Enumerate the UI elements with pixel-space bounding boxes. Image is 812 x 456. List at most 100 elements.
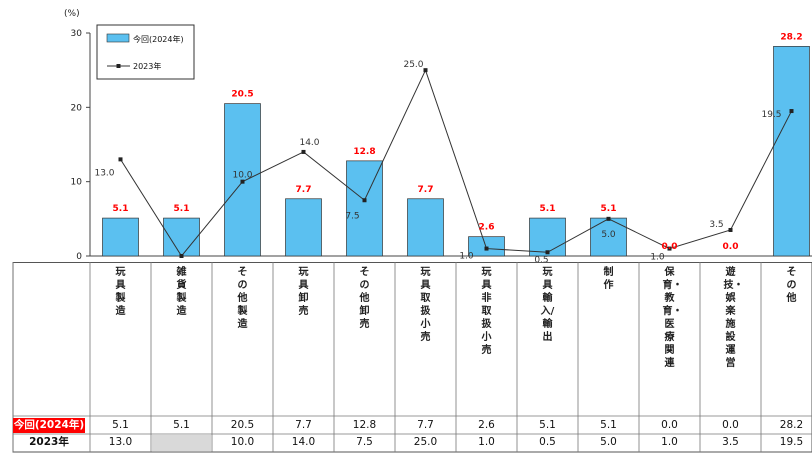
line-labels: 13.0 10.0 14.0 7.5 25.0 1.0 0.5 5.0 1.0 3.5 19.5 bbox=[94, 60, 781, 262]
category-label: 玩具輸入/輸出 bbox=[540, 267, 555, 343]
table-cell: 0.0 bbox=[722, 419, 739, 431]
y-tick-label: 30 bbox=[71, 29, 83, 39]
y-ticks: 0 10 20 30 bbox=[71, 29, 90, 262]
table-cell: 5.1 bbox=[173, 419, 190, 431]
category-label: 遊技・娯楽施設運営 bbox=[723, 267, 744, 369]
table-cell: 2.6 bbox=[478, 419, 495, 431]
line-point bbox=[240, 179, 245, 184]
legend: 今回(2024年) 2023年 bbox=[96, 24, 195, 80]
table-cell: 19.5 bbox=[779, 436, 804, 448]
table-cell: 28.2 bbox=[779, 419, 804, 431]
table-cell: 1.0 bbox=[661, 436, 678, 448]
line-point bbox=[789, 109, 794, 114]
bar-value-label: 20.5 bbox=[231, 90, 253, 100]
legend-line-label: 2023年 bbox=[133, 61, 161, 71]
line-value-label: 5.0 bbox=[601, 230, 616, 240]
bar-value-label: 2.6 bbox=[479, 223, 495, 233]
bar-value-label: 28.2 bbox=[780, 32, 802, 42]
table-cell: 12.8 bbox=[352, 419, 377, 431]
category-label: 玩具卸売 bbox=[298, 267, 309, 317]
y-tick-label: 20 bbox=[71, 103, 83, 113]
table-cell: 14.0 bbox=[291, 436, 316, 448]
bar bbox=[285, 198, 322, 257]
line-value-label: 1.0 bbox=[459, 252, 474, 262]
line-point bbox=[362, 198, 367, 203]
category-label: その他 bbox=[786, 267, 797, 304]
table-cell: 10.0 bbox=[230, 436, 255, 448]
table-cell: 0.0 bbox=[661, 419, 678, 431]
line-point bbox=[179, 254, 184, 258]
row-label-2023: 2023年 bbox=[29, 436, 69, 448]
bar bbox=[346, 160, 383, 257]
bar-value-label: 12.8 bbox=[353, 147, 375, 157]
line-point bbox=[667, 246, 672, 251]
y-tick-label: 10 bbox=[71, 178, 83, 188]
table-cell: 3.5 bbox=[722, 436, 739, 448]
table-cell: 5.1 bbox=[112, 419, 129, 431]
line-point bbox=[545, 250, 550, 255]
line-value-label: 1.0 bbox=[650, 253, 665, 262]
line-value-label: 0.5 bbox=[534, 255, 548, 262]
line-value-label: 25.0 bbox=[403, 60, 423, 70]
table-cell: 0.5 bbox=[539, 436, 556, 448]
line-value-label: 7.5 bbox=[345, 211, 359, 221]
y-tick-label: 0 bbox=[76, 252, 82, 262]
bar-labels: 5.1 5.1 20.5 7.7 12.8 7.7 2.6 5.1 5.1 0.0 0.0 28.2 bbox=[113, 32, 803, 252]
table-cell: 5.0 bbox=[600, 436, 617, 448]
category-label: 玩具取扱小売 bbox=[420, 267, 431, 343]
line-value-label: 13.0 bbox=[94, 168, 114, 178]
category-label: その他製造 bbox=[237, 267, 248, 330]
empty-cell-shade bbox=[152, 435, 211, 451]
line-point bbox=[606, 216, 611, 221]
table-cell: 25.0 bbox=[413, 436, 438, 448]
category-label: 玩具製造 bbox=[115, 267, 126, 317]
category-label: その他卸売 bbox=[359, 267, 370, 330]
line-point bbox=[301, 149, 306, 154]
line-value-label: 3.5 bbox=[709, 220, 723, 230]
bar-value-label: 0.0 bbox=[662, 242, 678, 252]
table-cell: 20.5 bbox=[230, 419, 255, 431]
legend-line-marker bbox=[116, 64, 121, 68]
table-cell: 13.0 bbox=[108, 436, 133, 448]
line-point bbox=[484, 246, 489, 251]
table-cell: 5.1 bbox=[539, 419, 556, 431]
bar bbox=[163, 217, 200, 257]
bar-value-label: 7.7 bbox=[418, 185, 434, 195]
table-cell: 7.5 bbox=[356, 436, 373, 448]
bar bbox=[468, 236, 505, 257]
bars bbox=[102, 46, 810, 257]
category-label: 雑貨製造 bbox=[176, 267, 187, 317]
data-table: 玩具製造 雑貨製造 その他製造 玩具卸売 その他卸売 玩具取扱小売 玩具非取扱小売 玩具輸入/… bbox=[0, 262, 812, 456]
table-cell: 7.7 bbox=[295, 419, 312, 431]
table-cell bbox=[151, 435, 212, 450]
line-point bbox=[728, 227, 733, 232]
bar-value-label: 0.0 bbox=[723, 242, 739, 252]
table-cell: 1.0 bbox=[478, 436, 495, 448]
y-axis-label: (%) bbox=[64, 9, 80, 19]
line-point bbox=[118, 157, 123, 162]
series-line bbox=[120, 68, 792, 257]
line-value-label: 14.0 bbox=[299, 138, 319, 148]
line-value-label: 10.0 bbox=[232, 171, 252, 181]
bar bbox=[529, 217, 566, 257]
bar-value-label: 5.1 bbox=[113, 204, 129, 214]
line-point bbox=[423, 68, 428, 73]
bar-value-label: 5.1 bbox=[540, 204, 556, 214]
category-label: 保育・教育・医療関連 bbox=[662, 267, 683, 369]
legend-bar-swatch bbox=[106, 33, 130, 43]
bar-value-label: 5.1 bbox=[601, 204, 617, 214]
table-cell: 5.1 bbox=[600, 419, 617, 431]
bar bbox=[773, 46, 810, 257]
row-label-2024: 今回(2024年) bbox=[13, 418, 85, 433]
category-label: 制作 bbox=[603, 267, 614, 291]
bar-value-label: 5.1 bbox=[174, 204, 190, 214]
bar bbox=[407, 198, 444, 257]
bar bbox=[224, 103, 261, 257]
bar-value-label: 7.7 bbox=[296, 185, 312, 195]
table-cell: 7.7 bbox=[417, 419, 434, 431]
line-value-label: 19.5 bbox=[761, 110, 781, 120]
line-series bbox=[118, 68, 794, 258]
bar bbox=[102, 217, 139, 257]
category-label: 玩具非取扱小売 bbox=[481, 267, 492, 356]
